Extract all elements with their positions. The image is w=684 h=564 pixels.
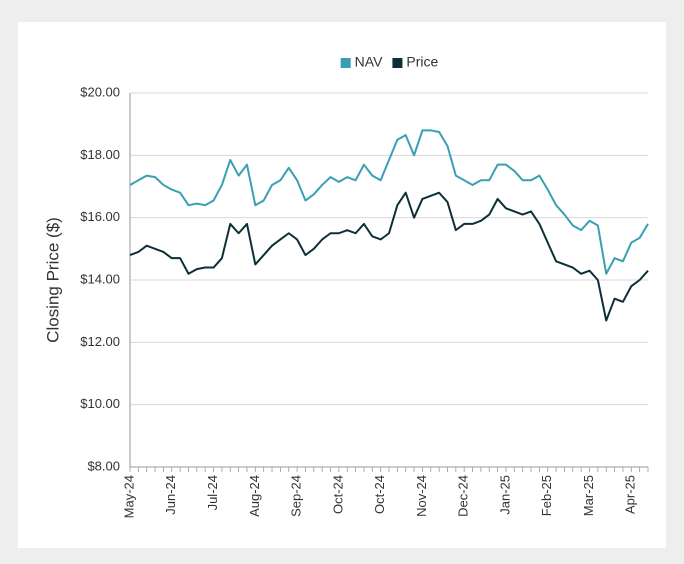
y-tick-label: $16.00 bbox=[80, 209, 120, 224]
x-tick-label: Feb-25 bbox=[539, 475, 554, 516]
x-tick-label: Oct-24 bbox=[330, 475, 345, 514]
x-tick-label: Jan-25 bbox=[497, 475, 512, 515]
legend-swatch bbox=[340, 58, 351, 68]
chart-panel bbox=[18, 22, 666, 548]
x-tick-label: Dec-24 bbox=[456, 475, 471, 517]
series-line bbox=[129, 191, 649, 322]
legend: NAV Price bbox=[340, 54, 439, 70]
x-tick-label: Oct-24 bbox=[372, 475, 387, 514]
y-tick-label: $20.00 bbox=[80, 84, 120, 99]
legend-label: Price bbox=[406, 54, 438, 70]
x-tick-label: Nov-24 bbox=[414, 475, 429, 517]
y-tick-label: $10.00 bbox=[80, 396, 120, 411]
x-tick-label: Aug-24 bbox=[247, 475, 262, 517]
x-tick-label: May-24 bbox=[121, 475, 136, 518]
x-tick-label: Jul-24 bbox=[205, 475, 220, 510]
y-axis-label: Closing Price ($) bbox=[43, 217, 62, 343]
legend-swatch bbox=[392, 58, 403, 68]
series-line bbox=[129, 129, 649, 275]
y-tick-label: $18.00 bbox=[80, 147, 120, 162]
x-tick-label: Jun-24 bbox=[163, 475, 178, 515]
x-tick-label: Apr-25 bbox=[623, 475, 638, 514]
y-tick-label: $8.00 bbox=[87, 458, 120, 473]
y-tick-label: $14.00 bbox=[80, 271, 120, 286]
y-tick-label: $12.00 bbox=[80, 334, 120, 349]
x-tick-label: Sep-24 bbox=[289, 475, 304, 517]
legend-label: NAV bbox=[355, 54, 383, 70]
x-tick-label: Mar-25 bbox=[581, 475, 596, 516]
